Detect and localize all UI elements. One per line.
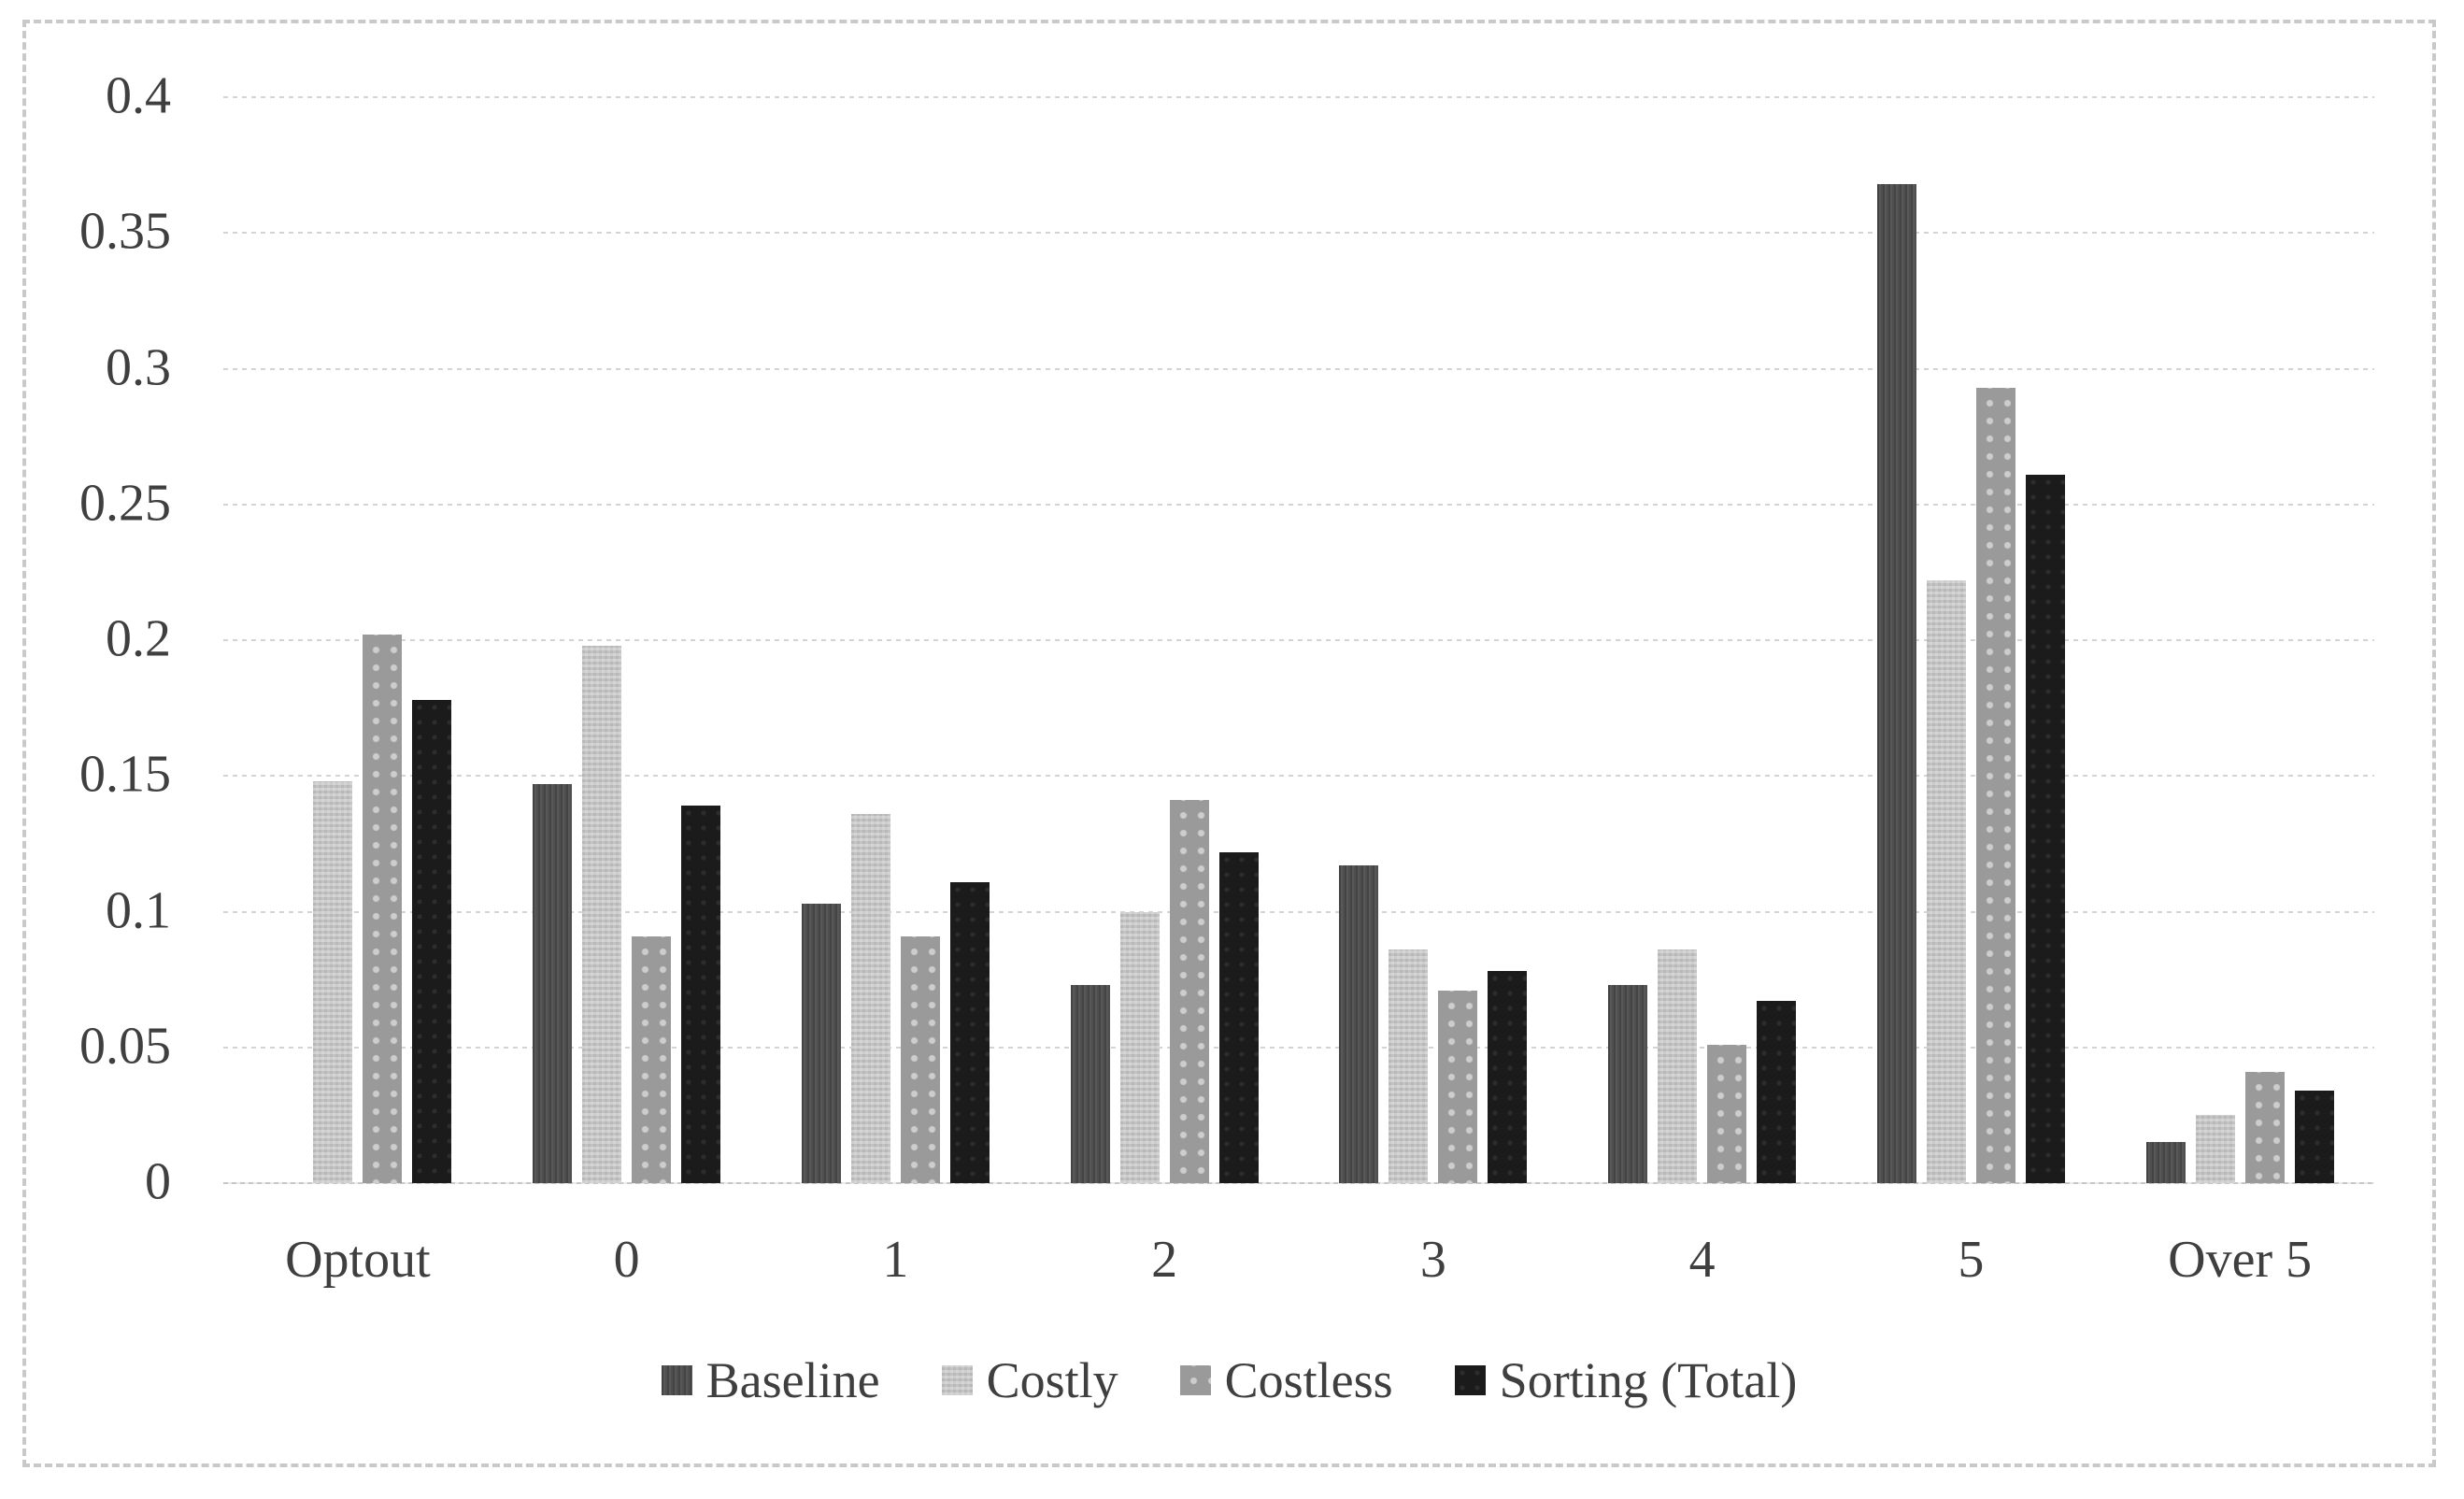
- gridline-0-25: [223, 503, 2374, 506]
- legend-item-costly: Costly: [941, 1351, 1118, 1409]
- y-axis-label-0: 0: [145, 1152, 171, 1211]
- bar-baseline-2: [1070, 984, 1110, 1183]
- legend-label-costless: Costless: [1224, 1352, 1393, 1408]
- bar-costless-over-5: [2244, 1071, 2285, 1183]
- bar-sorting-total-4: [1757, 1001, 1797, 1183]
- x-axis-line: [223, 1182, 2374, 1184]
- bar-group-3: [1299, 97, 1568, 1183]
- y-axis-label-0-4: 0.4: [106, 66, 171, 125]
- bar-group-over-5: [2105, 97, 2374, 1183]
- y-axis-label-0-15: 0.15: [79, 745, 171, 804]
- bar-baseline-3: [1339, 865, 1379, 1183]
- x-axis-label-5: 5: [1958, 1231, 1985, 1289]
- legend-swatch-baseline: [661, 1365, 692, 1395]
- bar-costless-5: [1975, 387, 2015, 1183]
- bar-group-optout: [223, 97, 492, 1183]
- y-axis-label-0-25: 0.25: [79, 474, 171, 533]
- x-axis-label-0: 0: [613, 1231, 640, 1289]
- bar-sorting-total-optout: [412, 699, 452, 1183]
- bar-costless-4: [1707, 1044, 1747, 1183]
- x-axis: Optout 0 1 2 3 4 5 Over 5: [223, 1230, 2374, 1290]
- legend-label-costly: Costly: [986, 1352, 1118, 1408]
- y-axis: 0 0.05 0.1 0.15 0.2 0.25 0.3 0.35 0.4: [28, 67, 171, 1211]
- bar-baseline-4: [1608, 984, 1648, 1183]
- x-axis-label-4: 4: [1688, 1231, 1716, 1289]
- legend-item-sorting-total: Sorting (Total): [1454, 1351, 1798, 1409]
- x-axis-label-1: 1: [882, 1231, 909, 1289]
- bar-sorting-total-5: [2025, 474, 2065, 1183]
- y-axis-label-0-3: 0.3: [106, 338, 171, 397]
- legend: Baseline Costly Costless Sorting (Total): [22, 1351, 2436, 1409]
- x-axis-label-optout: Optout: [285, 1231, 431, 1289]
- bar-sorting-total-0: [681, 806, 721, 1183]
- legend-swatch-sorting-total: [1454, 1365, 1486, 1395]
- gridline-0-3: [223, 367, 2374, 370]
- gridline-0-35: [223, 232, 2374, 235]
- bar-costly-4: [1658, 949, 1698, 1183]
- bar-groups: [223, 97, 2374, 1183]
- legend-label-baseline: Baseline: [705, 1352, 880, 1408]
- bar-costly-0: [582, 645, 622, 1183]
- bar-group-1: [762, 97, 1031, 1183]
- gridline-0-05: [223, 1046, 2374, 1049]
- bar-baseline-5: [1876, 183, 1916, 1183]
- bar-costly-1: [850, 813, 890, 1183]
- y-axis-label-0-2: 0.2: [106, 609, 171, 668]
- bar-costless-optout: [363, 635, 403, 1183]
- bar-baseline-1: [801, 903, 841, 1183]
- bar-sorting-total-2: [1218, 851, 1259, 1183]
- bar-costly-optout: [313, 781, 353, 1183]
- gridline-0-15: [223, 775, 2374, 778]
- legend-label-sorting-total: Sorting (Total): [1499, 1352, 1798, 1408]
- gridline-0-1: [223, 910, 2374, 913]
- legend-swatch-costless: [1179, 1365, 1211, 1395]
- bar-baseline-over-5: [2145, 1142, 2186, 1183]
- bar-costly-3: [1389, 949, 1429, 1183]
- bar-costly-5: [1926, 580, 1966, 1183]
- bar-costly-over-5: [2195, 1115, 2235, 1183]
- x-axis-label-2: 2: [1151, 1231, 1178, 1289]
- bar-group-5: [1837, 97, 2106, 1183]
- legend-swatch-costly: [941, 1365, 973, 1395]
- bar-costly-2: [1119, 911, 1160, 1183]
- y-axis-label-0-1: 0.1: [106, 881, 171, 940]
- bar-group-2: [1030, 97, 1299, 1183]
- bar-sorting-total-3: [1488, 971, 1528, 1183]
- gridline-0-2: [223, 639, 2374, 641]
- legend-item-costless: Costless: [1179, 1351, 1393, 1409]
- gridline-0-4: [223, 96, 2374, 98]
- y-axis-label-0-05: 0.05: [79, 1017, 171, 1076]
- bar-group-0: [492, 97, 762, 1183]
- plot-area: [223, 96, 2374, 1184]
- bar-baseline-0: [533, 783, 573, 1183]
- bar-costless-3: [1438, 990, 1478, 1183]
- x-axis-label-3: 3: [1419, 1231, 1446, 1289]
- bar-sorting-total-over-5: [2294, 1091, 2334, 1183]
- x-axis-label-over-5: Over 5: [2168, 1231, 2313, 1289]
- bar-costless-0: [632, 935, 672, 1183]
- y-axis-label-0-35: 0.35: [79, 202, 171, 261]
- bar-sorting-total-1: [949, 881, 990, 1183]
- bar-costless-1: [900, 935, 940, 1183]
- bar-costless-2: [1169, 800, 1209, 1183]
- legend-item-baseline: Baseline: [661, 1351, 880, 1409]
- bar-group-4: [1568, 97, 1837, 1183]
